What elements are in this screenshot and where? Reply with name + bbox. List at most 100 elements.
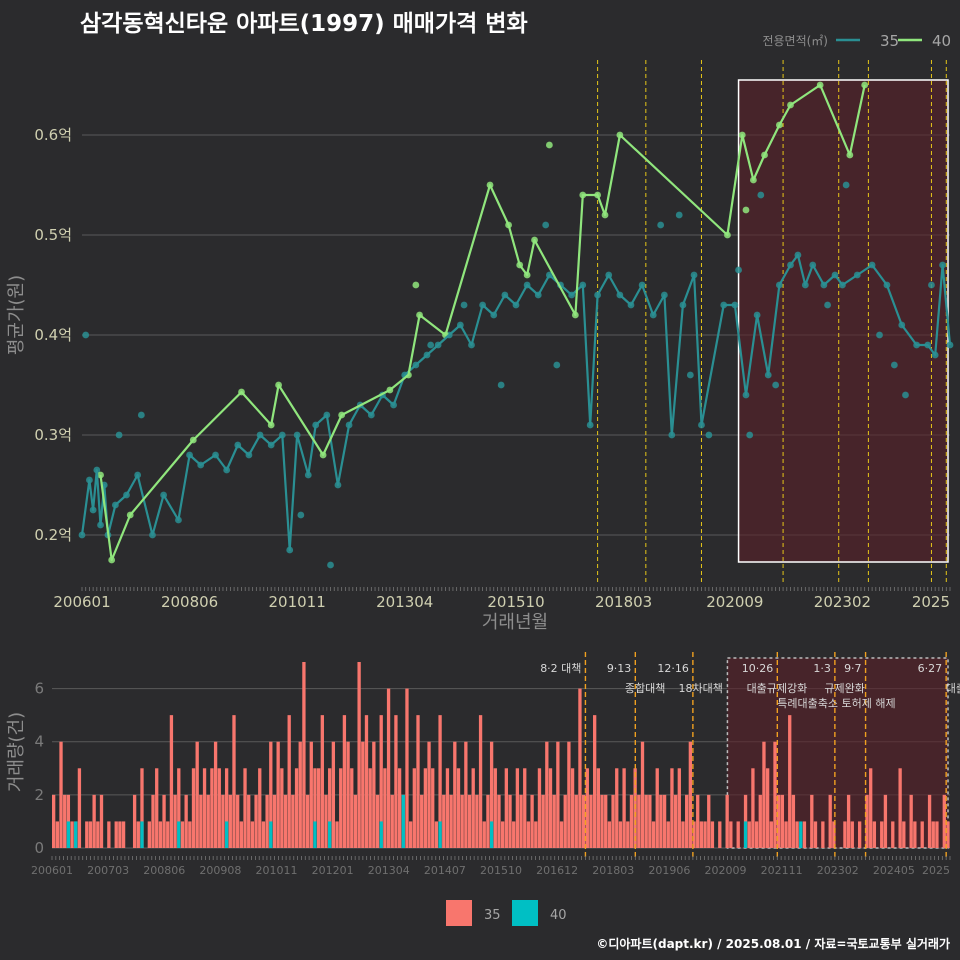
volume-bar-35 bbox=[475, 794, 479, 848]
volume-bar-35 bbox=[942, 794, 946, 848]
volume-bar-35 bbox=[880, 821, 884, 848]
volume-bar-35 bbox=[512, 821, 516, 848]
volume-bar-35 bbox=[361, 741, 365, 848]
volume-bar-35 bbox=[648, 794, 652, 848]
volume-bar-35 bbox=[397, 768, 402, 848]
volume-x-tick-label: 201304 bbox=[368, 864, 410, 877]
price-legend-label: 35 bbox=[880, 32, 899, 50]
volume-bar-35 bbox=[585, 768, 589, 848]
volume-bar-35 bbox=[420, 794, 424, 848]
volume-bar-35 bbox=[276, 741, 280, 848]
volume-bar-35 bbox=[324, 794, 328, 848]
volume-bar-35 bbox=[655, 768, 659, 848]
volume-bar-35 bbox=[188, 821, 192, 848]
volume-bar-35 bbox=[357, 662, 361, 848]
volume-event-date: 9·13 bbox=[607, 662, 632, 675]
volume-bar-35 bbox=[681, 821, 685, 848]
volume-bar-35 bbox=[313, 768, 317, 848]
volume-bar-35 bbox=[346, 741, 350, 848]
volume-bar-35 bbox=[55, 821, 59, 848]
price-point-35 bbox=[735, 266, 742, 274]
volume-event-date: 1·3 bbox=[813, 662, 831, 675]
chart-title: 삼각동혁신타운 아파트(1997) 매매가격 변화 bbox=[80, 11, 528, 37]
volume-bar-35 bbox=[946, 821, 950, 848]
price-point-35 bbox=[746, 431, 754, 439]
volume-bar-35 bbox=[368, 768, 372, 848]
volume-bar-35 bbox=[85, 821, 89, 848]
volume-bar-35 bbox=[688, 741, 693, 848]
volume-event-date: 10·26 bbox=[742, 662, 774, 675]
volume-bar-40 bbox=[401, 794, 405, 848]
volume-bar-35 bbox=[563, 794, 567, 848]
volume-bar-35 bbox=[70, 821, 74, 848]
volume-event-label: 종합대책 bbox=[625, 682, 665, 695]
volume-bar-35 bbox=[405, 688, 409, 848]
volume-event-date: 9·7 bbox=[844, 662, 862, 675]
price-y-tick-label: 0.3억 bbox=[34, 426, 72, 444]
volume-bar-35 bbox=[629, 794, 634, 848]
volume-bar-35 bbox=[869, 768, 873, 848]
volume-bar-35 bbox=[453, 741, 457, 848]
volume-bar-40 bbox=[438, 821, 442, 848]
volume-bar-35 bbox=[96, 821, 100, 848]
volume-bar-35 bbox=[784, 821, 788, 848]
volume-bar-35 bbox=[791, 794, 796, 848]
volume-bar-35 bbox=[699, 821, 704, 848]
price-x-tick-label: 201803 bbox=[595, 593, 652, 611]
volume-bar-35 bbox=[541, 794, 545, 848]
volume-bar-35 bbox=[140, 768, 144, 848]
volume-bar-35 bbox=[593, 715, 597, 848]
volume-bar-35 bbox=[802, 821, 807, 848]
price-y-tick-label: 0.5억 bbox=[34, 226, 72, 244]
volume-bar-35 bbox=[202, 768, 207, 848]
volume-legend-label: 40 bbox=[550, 908, 567, 923]
volume-legend-swatch bbox=[512, 900, 538, 926]
volume-bar-35 bbox=[434, 821, 439, 848]
volume-bar-35 bbox=[394, 715, 398, 848]
volume-x-tick-label: 202405 bbox=[873, 864, 915, 877]
price-line-35 bbox=[80, 253, 952, 552]
volume-bar-40 bbox=[269, 821, 273, 848]
price-point-35 bbox=[137, 411, 145, 419]
volume-bar-35 bbox=[765, 768, 770, 848]
volume-bar-35 bbox=[77, 768, 82, 848]
volume-bar-35 bbox=[813, 821, 818, 848]
volume-bar-35 bbox=[751, 768, 755, 848]
price-point-40 bbox=[412, 281, 420, 289]
price-x-tick-label: 2025 bbox=[912, 593, 950, 611]
price-point-35 bbox=[705, 431, 713, 439]
volume-bar-35 bbox=[309, 741, 313, 848]
volume-bar-35 bbox=[390, 794, 394, 848]
volume-bar-35 bbox=[493, 768, 497, 848]
volume-bar-35 bbox=[118, 821, 122, 848]
volume-bar-35 bbox=[651, 821, 656, 848]
price-event-lines bbox=[597, 60, 947, 585]
price-highlight-region bbox=[737, 79, 949, 563]
volume-bar-35 bbox=[478, 715, 483, 848]
volume-bar-35 bbox=[88, 821, 93, 848]
volume-bar-35 bbox=[412, 768, 416, 848]
volume-bar-35 bbox=[294, 768, 299, 848]
volume-bar-35 bbox=[166, 821, 170, 848]
price-x-tick-label: 202302 bbox=[814, 593, 871, 611]
volume-bar-40 bbox=[743, 821, 748, 848]
price-point-35 bbox=[115, 431, 123, 439]
volume-bar-35 bbox=[375, 794, 380, 848]
volume-bar-35 bbox=[589, 794, 593, 848]
volume-bar-35 bbox=[857, 821, 862, 848]
volume-x-tick-label: 201612 bbox=[536, 864, 578, 877]
volume-x-tick-label: 201803 bbox=[592, 864, 634, 877]
volume-bar-35 bbox=[725, 794, 729, 848]
volume-bar-35 bbox=[298, 741, 302, 848]
volume-bar-35 bbox=[846, 794, 851, 848]
volume-x-ticks: 200601 200703 200806 200908 201011 201201 2013… bbox=[31, 856, 951, 877]
volume-bar-35 bbox=[552, 794, 556, 848]
volume-x-tick-label: 200703 bbox=[87, 864, 129, 877]
volume-x-tick-label: 201407 bbox=[424, 864, 466, 877]
volume-bar-35 bbox=[530, 794, 534, 848]
price-x-tick-label: 200806 bbox=[161, 593, 218, 611]
volume-bar-35 bbox=[107, 821, 111, 848]
volume-bar-35 bbox=[431, 768, 435, 848]
volume-bar-35 bbox=[316, 768, 321, 848]
volume-bar-35 bbox=[581, 794, 586, 848]
